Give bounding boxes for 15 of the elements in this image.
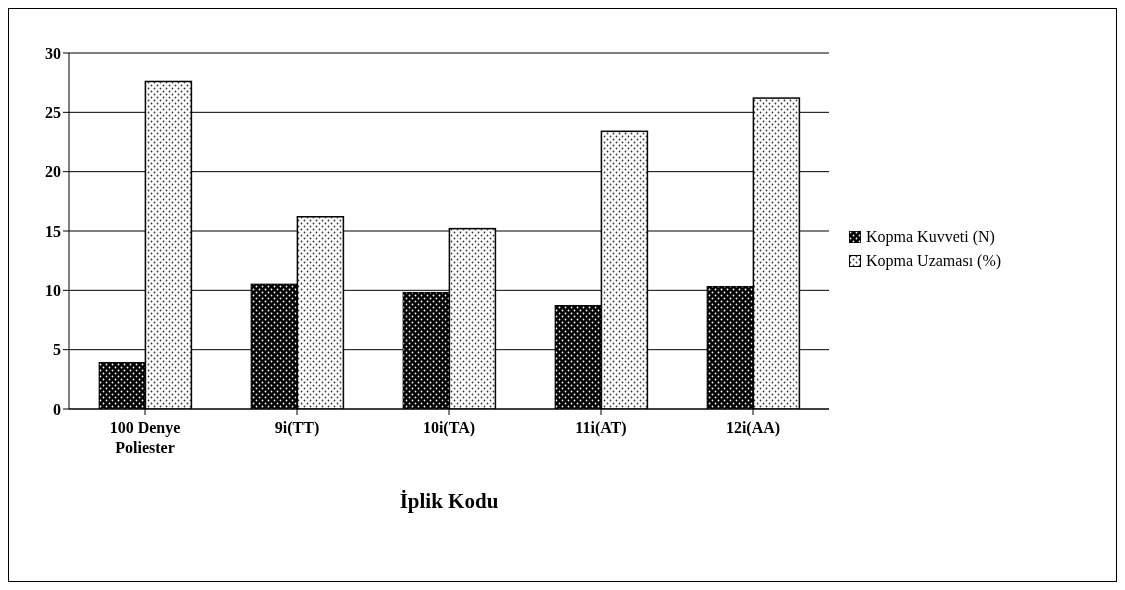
x-tick-label: 100 Denye Poliester xyxy=(109,419,181,456)
y-tick-label: 10 xyxy=(45,282,61,300)
y-tick-label: 15 xyxy=(45,222,61,240)
y-tick-label: 30 xyxy=(45,44,61,62)
x-tick-label: 11i(AT) xyxy=(575,419,627,437)
legend-label: Kopma Kuvveti (N) xyxy=(866,228,995,246)
y-tick-label: 5 xyxy=(53,341,61,359)
x-axis-title: İplik Kodu xyxy=(398,489,500,514)
legend-label: Kopma Uzaması (%) xyxy=(866,252,1002,270)
x-tick-label: 10i(TA) xyxy=(422,419,476,437)
y-tick-label: 25 xyxy=(45,104,61,122)
x-tick-label: 9i(TT) xyxy=(274,419,320,437)
y-tick-label: 20 xyxy=(45,163,61,181)
x-tick-label: 12i(AA) xyxy=(725,419,781,437)
y-tick-label: 0 xyxy=(53,400,61,418)
